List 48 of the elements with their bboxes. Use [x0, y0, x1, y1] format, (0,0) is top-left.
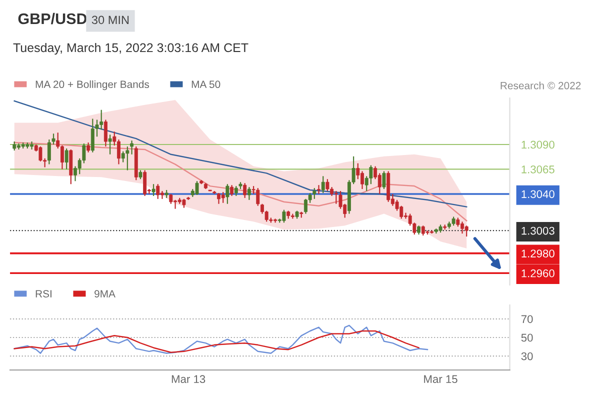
- candlestick: [312, 187, 316, 200]
- legend-label: MA 20 + Bollinger Bands: [36, 80, 150, 90]
- candlestick: [108, 134, 112, 155]
- y-tick-label: 70: [521, 315, 533, 324]
- candlestick: [334, 190, 338, 204]
- candlestick: [38, 146, 42, 162]
- candlestick: [243, 182, 247, 198]
- candlestick: [152, 184, 156, 197]
- candlestick: [317, 184, 320, 195]
- y-tick-label: 30: [521, 352, 533, 360]
- candlestick: [247, 186, 251, 200]
- line-series: [14, 142, 468, 222]
- y-tick-label: 1.2980: [522, 250, 554, 258]
- legend-label: 9MA: [94, 290, 116, 298]
- chart-title: GBP/USD: [18, 12, 87, 24]
- y-tick-label: 1.2960: [522, 269, 554, 278]
- candlestick: [226, 184, 230, 204]
- candlestick: [382, 170, 386, 190]
- y-tick-label: 1.3040: [522, 190, 554, 198]
- chart-subtitle: 30 MIN: [92, 16, 129, 24]
- candlestick: [230, 184, 234, 197]
- candlestick: [195, 180, 199, 196]
- candlestick: [326, 178, 330, 192]
- candlestick: [282, 209, 286, 224]
- y-tick-label: 50: [521, 334, 533, 342]
- line-series: [14, 100, 468, 208]
- candlestick: [464, 225, 468, 238]
- y-tick-label: 1.3065: [522, 166, 554, 174]
- legend-label: RSI: [36, 290, 52, 298]
- line-series: [14, 324, 428, 354]
- text: Research © 2022: [500, 82, 581, 90]
- legend-label: MA 50: [192, 80, 220, 88]
- y-tick-label: 1.3003: [522, 226, 554, 235]
- line-series: [14, 330, 420, 353]
- candlestick: [86, 142, 90, 153]
- x-tick-label: Mar 15: [424, 375, 458, 384]
- candlestick: [234, 186, 238, 197]
- candlestick: [64, 148, 68, 170]
- y-tick-label: 1.3090: [522, 140, 554, 149]
- candlestick: [104, 119, 108, 148]
- candlestick: [143, 170, 147, 197]
- candlestick: [47, 139, 51, 165]
- x-tick-label: Mar 13: [172, 375, 206, 384]
- candlestick: [52, 133, 56, 146]
- candlestick: [221, 191, 225, 204]
- candlestick: [156, 184, 160, 200]
- text: Tuesday, March 15, 2022 3:03:16 AM CET: [13, 42, 248, 55]
- candlestick: [321, 176, 325, 194]
